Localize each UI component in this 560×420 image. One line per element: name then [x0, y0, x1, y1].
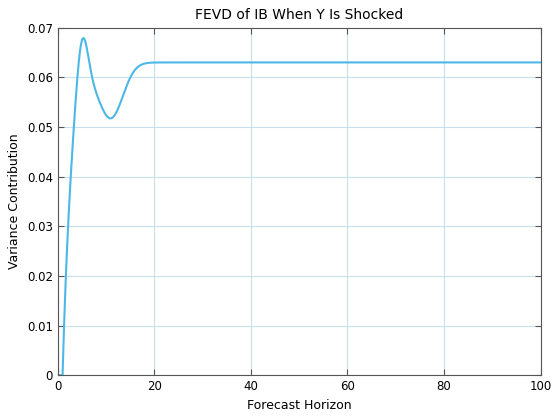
Title: FEVD of IB When Y Is Shocked: FEVD of IB When Y Is Shocked — [195, 8, 403, 22]
X-axis label: Forecast Horizon: Forecast Horizon — [247, 399, 352, 412]
Y-axis label: Variance Contribution: Variance Contribution — [8, 134, 21, 269]
